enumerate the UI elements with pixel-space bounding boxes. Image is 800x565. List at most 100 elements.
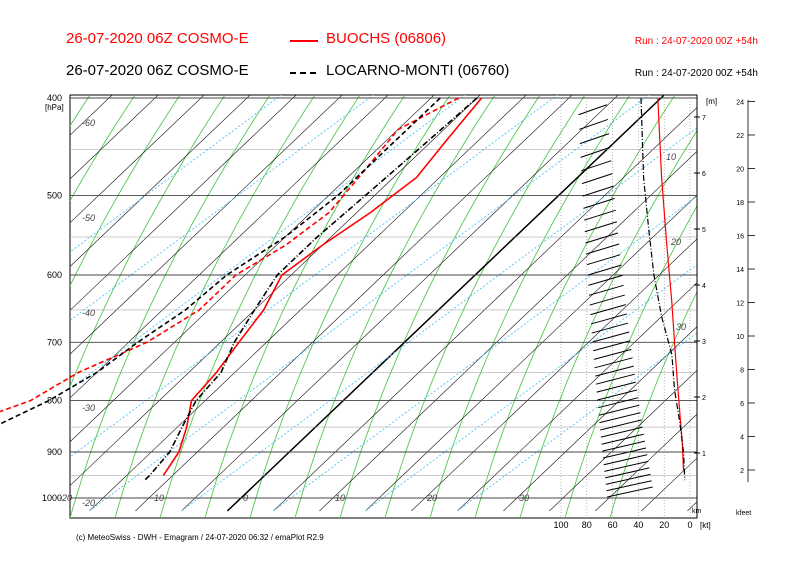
wind-barb — [603, 454, 648, 466]
height-m-unit-label: [m] — [706, 97, 717, 106]
isotherm-label-bottom: 10 — [335, 493, 345, 503]
wind-tick-label: 80 — [582, 520, 592, 530]
wind-barb — [598, 404, 640, 416]
wind-tick-label: 60 — [608, 520, 618, 530]
kfeet-tick-label: 6 — [740, 401, 744, 408]
wind-barb — [579, 133, 610, 145]
grid-layer — [0, 76, 800, 519]
isotherm-line — [411, 238, 697, 512]
wind-tick-label: 100 — [553, 520, 568, 530]
wind-barb — [601, 433, 644, 445]
dry-adiabat-line — [339, 95, 541, 518]
wind-barb — [586, 243, 620, 255]
wind-barb — [604, 467, 650, 479]
isotherm-line — [89, 95, 527, 512]
isotherm-line — [70, 95, 159, 180]
wind-speed-buochs — [657, 97, 685, 472]
kfeet-tick-label: 18 — [736, 200, 744, 207]
isotherm-line — [70, 95, 435, 443]
dry-adiabat-line — [70, 95, 226, 388]
wind-tick-label: 40 — [633, 520, 643, 530]
wind-barb — [579, 118, 609, 130]
wind-barb — [593, 340, 631, 352]
mixing-ratio-line — [365, 264, 697, 512]
wind-barb — [597, 389, 638, 401]
wind-tick-label: 20 — [659, 520, 669, 530]
wind-barb — [595, 373, 635, 385]
wind-barb — [602, 440, 645, 452]
dry-adiabat-line — [114, 95, 316, 518]
wind-unit-label: [kt] — [700, 521, 711, 530]
header-row-locarno: 26-07-2020 06Z COSMO-E LOCARNO-MONTI (06… — [0, 62, 800, 84]
dry-adiabat-line — [384, 95, 586, 518]
kfeet-tick-label: 14 — [736, 267, 744, 274]
height-m-tick-label: 4 — [702, 283, 706, 290]
kfeet-unit-label: kfeet — [736, 510, 751, 517]
wind-barb — [590, 304, 626, 316]
isotherm-label-bottom: 20 — [426, 493, 437, 503]
isotherm-line — [70, 95, 251, 267]
dry-adiabat-line — [609, 290, 697, 518]
wind-barb — [593, 348, 632, 360]
wind-barb — [600, 426, 643, 438]
isotherm-line — [70, 95, 205, 224]
pressure-unit-label: [hPa] — [45, 103, 64, 112]
kfeet-tick-label: 22 — [736, 133, 744, 140]
wind-barb — [595, 365, 634, 377]
wind-barb — [581, 160, 612, 172]
wind-barb — [581, 173, 613, 185]
wind-barb — [583, 197, 615, 209]
mixing-ratio-line — [181, 127, 697, 512]
isotherm-label-bottom: 0 — [243, 493, 248, 503]
kfeet-tick-label: 2 — [740, 468, 744, 475]
wind-barb — [586, 254, 621, 266]
kfeet-tick-label: 4 — [740, 435, 744, 442]
dry-adiabat-line — [0, 95, 45, 518]
mixing-ratio-label: 30 — [676, 322, 686, 332]
kfeet-tick-label: 16 — [736, 234, 744, 241]
pressure-tick-label: 1000 — [42, 493, 62, 503]
mixing-ratio-line — [89, 95, 650, 512]
pressure-tick-label: 500 — [47, 190, 62, 200]
wind-barb — [600, 419, 642, 431]
wind-barb — [582, 185, 614, 197]
isotherm-line — [457, 282, 697, 512]
series-temperature-locarno — [144, 97, 478, 481]
isotherm-line — [0, 76, 41, 511]
pressure-tick-label: 800 — [47, 396, 62, 406]
dry-adiabat-line — [70, 95, 136, 202]
header-run-locarno: Run : 24-07-2020 00Z +54h — [634, 68, 758, 79]
wind-barb — [590, 313, 628, 325]
dry-adiabat-line — [249, 95, 451, 518]
series-layer — [0, 97, 686, 498]
wind-barb — [583, 209, 616, 221]
kfeet-tick-label: 10 — [736, 334, 744, 341]
legend-line-buochs — [290, 40, 318, 42]
kfeet-tick-label: 12 — [736, 301, 744, 308]
pressure-tick-label: 900 — [47, 447, 62, 457]
wind-barb — [602, 447, 647, 459]
dry-adiabat-line — [204, 95, 406, 518]
wind-barb — [587, 264, 622, 276]
mixing-ratio-label: 20 — [670, 237, 681, 247]
isotherm-line — [181, 95, 619, 512]
isotherm-line — [273, 107, 697, 512]
kfeet-tick-label: 8 — [740, 368, 744, 375]
axes-layer: 4005006007008009001000[hPa]-60-50-40-30-… — [42, 93, 755, 530]
height-km-label: km — [692, 508, 702, 515]
header-title-locarno: 26-07-2020 06Z COSMO-E — [66, 62, 249, 79]
wind-barb — [585, 232, 619, 244]
isotherm-label-left: -40 — [82, 308, 95, 318]
header-row-buochs: 26-07-2020 06Z COSMO-E BUOCHS (06806) Ru… — [0, 30, 800, 52]
wind-barb — [584, 221, 618, 233]
wind-barb — [591, 322, 629, 334]
isotherm-line — [779, 76, 800, 511]
isotherm-label-left: -60 — [82, 118, 95, 128]
isotherm-label-left: -30 — [82, 403, 95, 413]
wind-tick-label: 0 — [687, 520, 692, 530]
isotherm-label-left: -50 — [82, 213, 95, 223]
header-station-buochs: BUOCHS (06806) — [326, 30, 447, 47]
isotherm-label-bottom: -20 — [59, 493, 72, 503]
isotherm-line — [365, 194, 697, 512]
